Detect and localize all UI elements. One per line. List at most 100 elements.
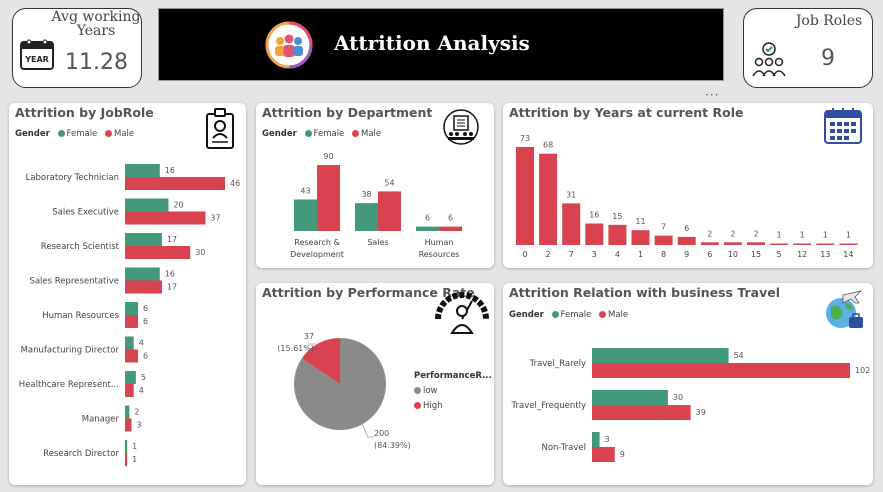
office-building-icon bbox=[442, 108, 480, 150]
calendar-year-icon: YEAR bbox=[19, 37, 55, 75]
chart-title: Attrition Relation with business Travel bbox=[509, 285, 780, 300]
data-label: 46 bbox=[230, 179, 240, 188]
kpi-value: 11.28 bbox=[65, 50, 128, 75]
legend-label-low: low bbox=[423, 386, 438, 396]
data-label: 200 bbox=[374, 429, 389, 438]
category-label: 1 bbox=[638, 250, 643, 259]
bar-male bbox=[125, 349, 139, 363]
category-label: 3 bbox=[592, 250, 597, 259]
data-label: 20 bbox=[173, 201, 183, 210]
data-label: 17 bbox=[167, 283, 177, 292]
category-label: Travel_Frequently bbox=[511, 401, 586, 411]
bar bbox=[608, 224, 627, 245]
bar-male bbox=[125, 280, 162, 294]
data-label: 1 bbox=[800, 231, 805, 240]
calendar-icon bbox=[823, 107, 863, 149]
bar-male bbox=[592, 447, 615, 462]
data-label: 73 bbox=[520, 134, 530, 143]
bar-female bbox=[355, 203, 378, 231]
data-label: 5 bbox=[141, 373, 146, 382]
category-label: 5 bbox=[777, 250, 782, 259]
bar-female bbox=[416, 226, 439, 231]
category-label: Manager bbox=[82, 415, 120, 425]
bar-female bbox=[125, 302, 139, 315]
chart-title: Attrition by Years at current Role bbox=[509, 105, 744, 120]
legend-title: PerformanceR... bbox=[414, 371, 492, 381]
data-label: 16 bbox=[165, 270, 175, 279]
chart-card-department: Attrition by Department Gender Female Ma… bbox=[256, 103, 494, 268]
chart-card-travel: Attrition Relation with business Travel … bbox=[503, 283, 873, 485]
chart-title: Attrition by Department bbox=[262, 105, 433, 120]
bar-female bbox=[592, 348, 729, 363]
data-label: 37 bbox=[210, 214, 220, 223]
more-options-icon[interactable]: ··· bbox=[705, 88, 720, 102]
category-label: 0 bbox=[522, 250, 527, 259]
chart-title: Attrition by Performance Rate bbox=[262, 285, 475, 300]
data-label: 54 bbox=[734, 351, 744, 360]
bar-female bbox=[592, 432, 600, 447]
legend-swatch-low bbox=[414, 387, 421, 394]
data-label: 16 bbox=[589, 211, 599, 220]
category-label: 4 bbox=[615, 250, 620, 259]
bar-male bbox=[125, 246, 191, 259]
bar-female bbox=[125, 371, 136, 384]
legend-title: Gender bbox=[262, 129, 297, 139]
legend-label-female: Female bbox=[560, 310, 592, 320]
category-label: Sales Executive bbox=[52, 208, 119, 218]
data-label: 6 bbox=[143, 352, 148, 361]
kpi-title: Job Roles bbox=[795, 13, 863, 29]
kpi-job-roles: Job Roles 9 bbox=[743, 8, 873, 88]
data-label: 102 bbox=[855, 366, 870, 375]
bar bbox=[654, 235, 673, 245]
category-label: Research Director bbox=[43, 449, 119, 459]
legend-swatch-male bbox=[104, 130, 112, 137]
title-banner: Attrition Analysis bbox=[158, 8, 724, 81]
pie-slice-high bbox=[301, 338, 340, 384]
bar-male bbox=[125, 384, 134, 397]
data-label: 6 bbox=[684, 224, 689, 233]
data-label: 6 bbox=[143, 304, 148, 313]
page-title: Attrition Analysis bbox=[334, 31, 530, 55]
bar-male bbox=[592, 363, 850, 378]
category-label: Research Scientist bbox=[41, 242, 120, 252]
legend-label-high: High bbox=[423, 401, 443, 411]
legend-swatch-female bbox=[304, 130, 312, 137]
bar bbox=[816, 243, 835, 245]
bar-female bbox=[125, 198, 169, 212]
data-label: 30 bbox=[195, 248, 205, 257]
bar bbox=[677, 236, 696, 245]
department-bar-chart: 43 90 Research & Development 38 54 Sales 6 6 Huma… bbox=[290, 152, 462, 259]
legend-title: Gender bbox=[15, 129, 50, 139]
category-label: 6 bbox=[707, 250, 712, 259]
bar-female bbox=[294, 199, 317, 231]
bar-female bbox=[592, 390, 668, 405]
id-badge-icon bbox=[205, 108, 235, 154]
performance-gauge-icon bbox=[434, 289, 490, 339]
chart-legend: Gender Female Male bbox=[15, 129, 134, 139]
category-label: Human bbox=[425, 238, 454, 247]
performance-pie-chart: 37 (15.61%) 200 (84.39%) bbox=[277, 332, 411, 450]
data-label: 1 bbox=[846, 231, 851, 240]
category-label: 13 bbox=[820, 250, 830, 259]
years-role-bar-chart: 7306823171631541117869262102151511211311… bbox=[516, 134, 858, 259]
data-label: 9 bbox=[620, 450, 625, 459]
bar-male bbox=[317, 165, 340, 231]
category-label: 10 bbox=[728, 250, 738, 259]
kpi-value: 9 bbox=[821, 46, 835, 71]
bar-male bbox=[592, 405, 691, 420]
chart-legend: Gender Female Male bbox=[509, 310, 628, 320]
category-label: Travel_Rarely bbox=[529, 359, 586, 369]
legend-label-male: Male bbox=[113, 129, 135, 139]
bar bbox=[793, 243, 812, 245]
data-label: 6 bbox=[448, 214, 453, 223]
chart-card-years-role: Attrition by Years at current Role 73 0 68… bbox=[503, 103, 873, 268]
bar-male bbox=[125, 418, 132, 432]
legend-title: Gender bbox=[509, 310, 544, 320]
category-label: Research & bbox=[294, 238, 339, 247]
category-label: 15 bbox=[751, 250, 761, 259]
data-label: 54 bbox=[384, 178, 394, 187]
data-label: 3 bbox=[137, 421, 142, 430]
data-label: 90 bbox=[323, 152, 333, 161]
pie-legend: PerformanceR... low High bbox=[414, 369, 492, 414]
